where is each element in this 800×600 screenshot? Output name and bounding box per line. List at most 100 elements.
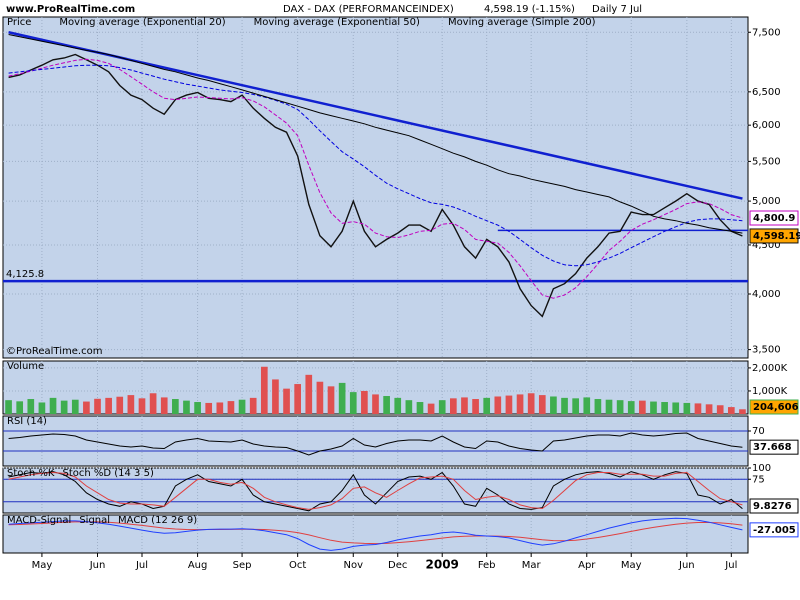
volume-bar (172, 399, 179, 414)
value-box-label: 4,800.9 (753, 213, 795, 224)
volume-bar (427, 403, 435, 414)
legend-item: Stoch %K (7, 468, 55, 479)
volume-bar (116, 396, 124, 414)
x-tick-label: Aug (188, 560, 208, 571)
volume-bar (38, 402, 46, 414)
volume-bar (494, 396, 502, 414)
volume-bar (572, 398, 579, 414)
panel (2, 514, 749, 554)
volume-bar (316, 381, 324, 414)
x-tick-label: Dec (388, 560, 407, 571)
legend-item: Moving average (Simple 200) (448, 17, 596, 28)
x-tick-label: Feb (478, 560, 496, 571)
value-box-label: 4,598.19 (753, 231, 800, 242)
volume-bar (372, 394, 379, 414)
volume-bar (416, 402, 424, 414)
legend-item: RSI (14) (7, 416, 47, 427)
volume-bar (205, 402, 213, 414)
y-tick-label: 75 (752, 474, 765, 485)
y-tick-label: 5,000 (752, 196, 781, 207)
chart-title: DAX - DAX (PERFORMANCEINDEX) (283, 4, 454, 15)
x-tick-label: Apr (578, 560, 596, 571)
legend-item: Moving average (Exponential 50) (254, 17, 420, 28)
volume-bar (260, 366, 268, 414)
legend-item: Moving average (Exponential 20) (59, 17, 225, 28)
volume-bar (71, 399, 79, 414)
y-tick-label: 100 (752, 463, 771, 474)
series-line (8, 432, 743, 456)
volume-bar (727, 407, 735, 414)
x-tick-label: Oct (289, 560, 306, 571)
y-tick-label: 6,500 (752, 87, 781, 98)
volume-bar (349, 392, 357, 414)
volume-bar (138, 398, 146, 414)
volume-bar (483, 397, 491, 414)
legend-item: Price (7, 17, 31, 28)
y-tick-label: 7,500 (752, 27, 781, 38)
y-tick-label: 1,000K (752, 386, 788, 397)
volume-bar (438, 400, 446, 414)
volume-bar (305, 374, 313, 414)
value-box (749, 522, 799, 538)
value-box-label: 204,606 (753, 402, 799, 413)
legend-item: Stoch %D (14 3 5) (62, 468, 153, 479)
last-change: 4,598.19 (-1.15%) (484, 4, 575, 15)
y-tick-label: 4,500 (752, 240, 781, 251)
value-box (749, 228, 799, 244)
x-tick-label: Jul (135, 560, 148, 571)
value-box-label: 37.668 (753, 442, 792, 453)
x-tick-label: Nov (343, 560, 363, 571)
volume-bar (294, 384, 301, 414)
series-line (8, 517, 743, 551)
panel-title: MACD-Signal (7, 515, 71, 526)
legend-item: Signal (79, 515, 110, 526)
value-box (749, 399, 799, 415)
series-line (8, 471, 743, 510)
volume-bar (639, 400, 646, 414)
volume-bar (361, 390, 368, 414)
volume-bar (694, 403, 702, 414)
volume-bar (661, 402, 668, 414)
series-line (8, 64, 743, 267)
volume-bar (627, 401, 635, 414)
line-label: 4,125.8 (6, 269, 44, 280)
volume-bar (105, 397, 112, 414)
volume-bar (272, 379, 279, 414)
series-line (8, 34, 743, 234)
period: Daily 7 Jul (592, 4, 642, 15)
panel (2, 415, 749, 467)
x-tick-label: May (32, 560, 53, 571)
volume-bar (605, 399, 613, 414)
value-box-label: -27.005 (753, 525, 796, 536)
volume-bar (561, 397, 568, 414)
volume-bar (705, 404, 713, 414)
volume-bar (216, 402, 224, 414)
x-tick-label: Jul (724, 560, 737, 571)
volume-bar (516, 394, 524, 414)
y-tick-label: 4,000 (752, 289, 781, 300)
volume-bar (49, 397, 57, 414)
series-line (8, 521, 743, 545)
volume-bar (616, 400, 624, 414)
volume-bar (594, 399, 602, 414)
volume-bar (505, 395, 513, 414)
volume-bar (194, 402, 201, 414)
volume-bar (527, 393, 535, 414)
volume-bar (405, 400, 413, 414)
volume-bar (60, 400, 68, 414)
volume-bar (550, 396, 557, 414)
volume-bar (461, 397, 468, 414)
x-tick-label: May (621, 560, 642, 571)
value-box (749, 498, 799, 514)
volume-bar (127, 395, 135, 414)
y-tick-label: 5,500 (752, 156, 781, 167)
volume-bar (149, 393, 157, 414)
y-tick-label: 6,000 (752, 120, 781, 131)
volume-bar (450, 398, 457, 414)
y-tick-label: 70 (752, 426, 765, 437)
volume-bar (338, 382, 346, 414)
series-line (8, 471, 743, 512)
volume-bar (583, 397, 591, 414)
x-tick-label: Mar (522, 560, 542, 571)
